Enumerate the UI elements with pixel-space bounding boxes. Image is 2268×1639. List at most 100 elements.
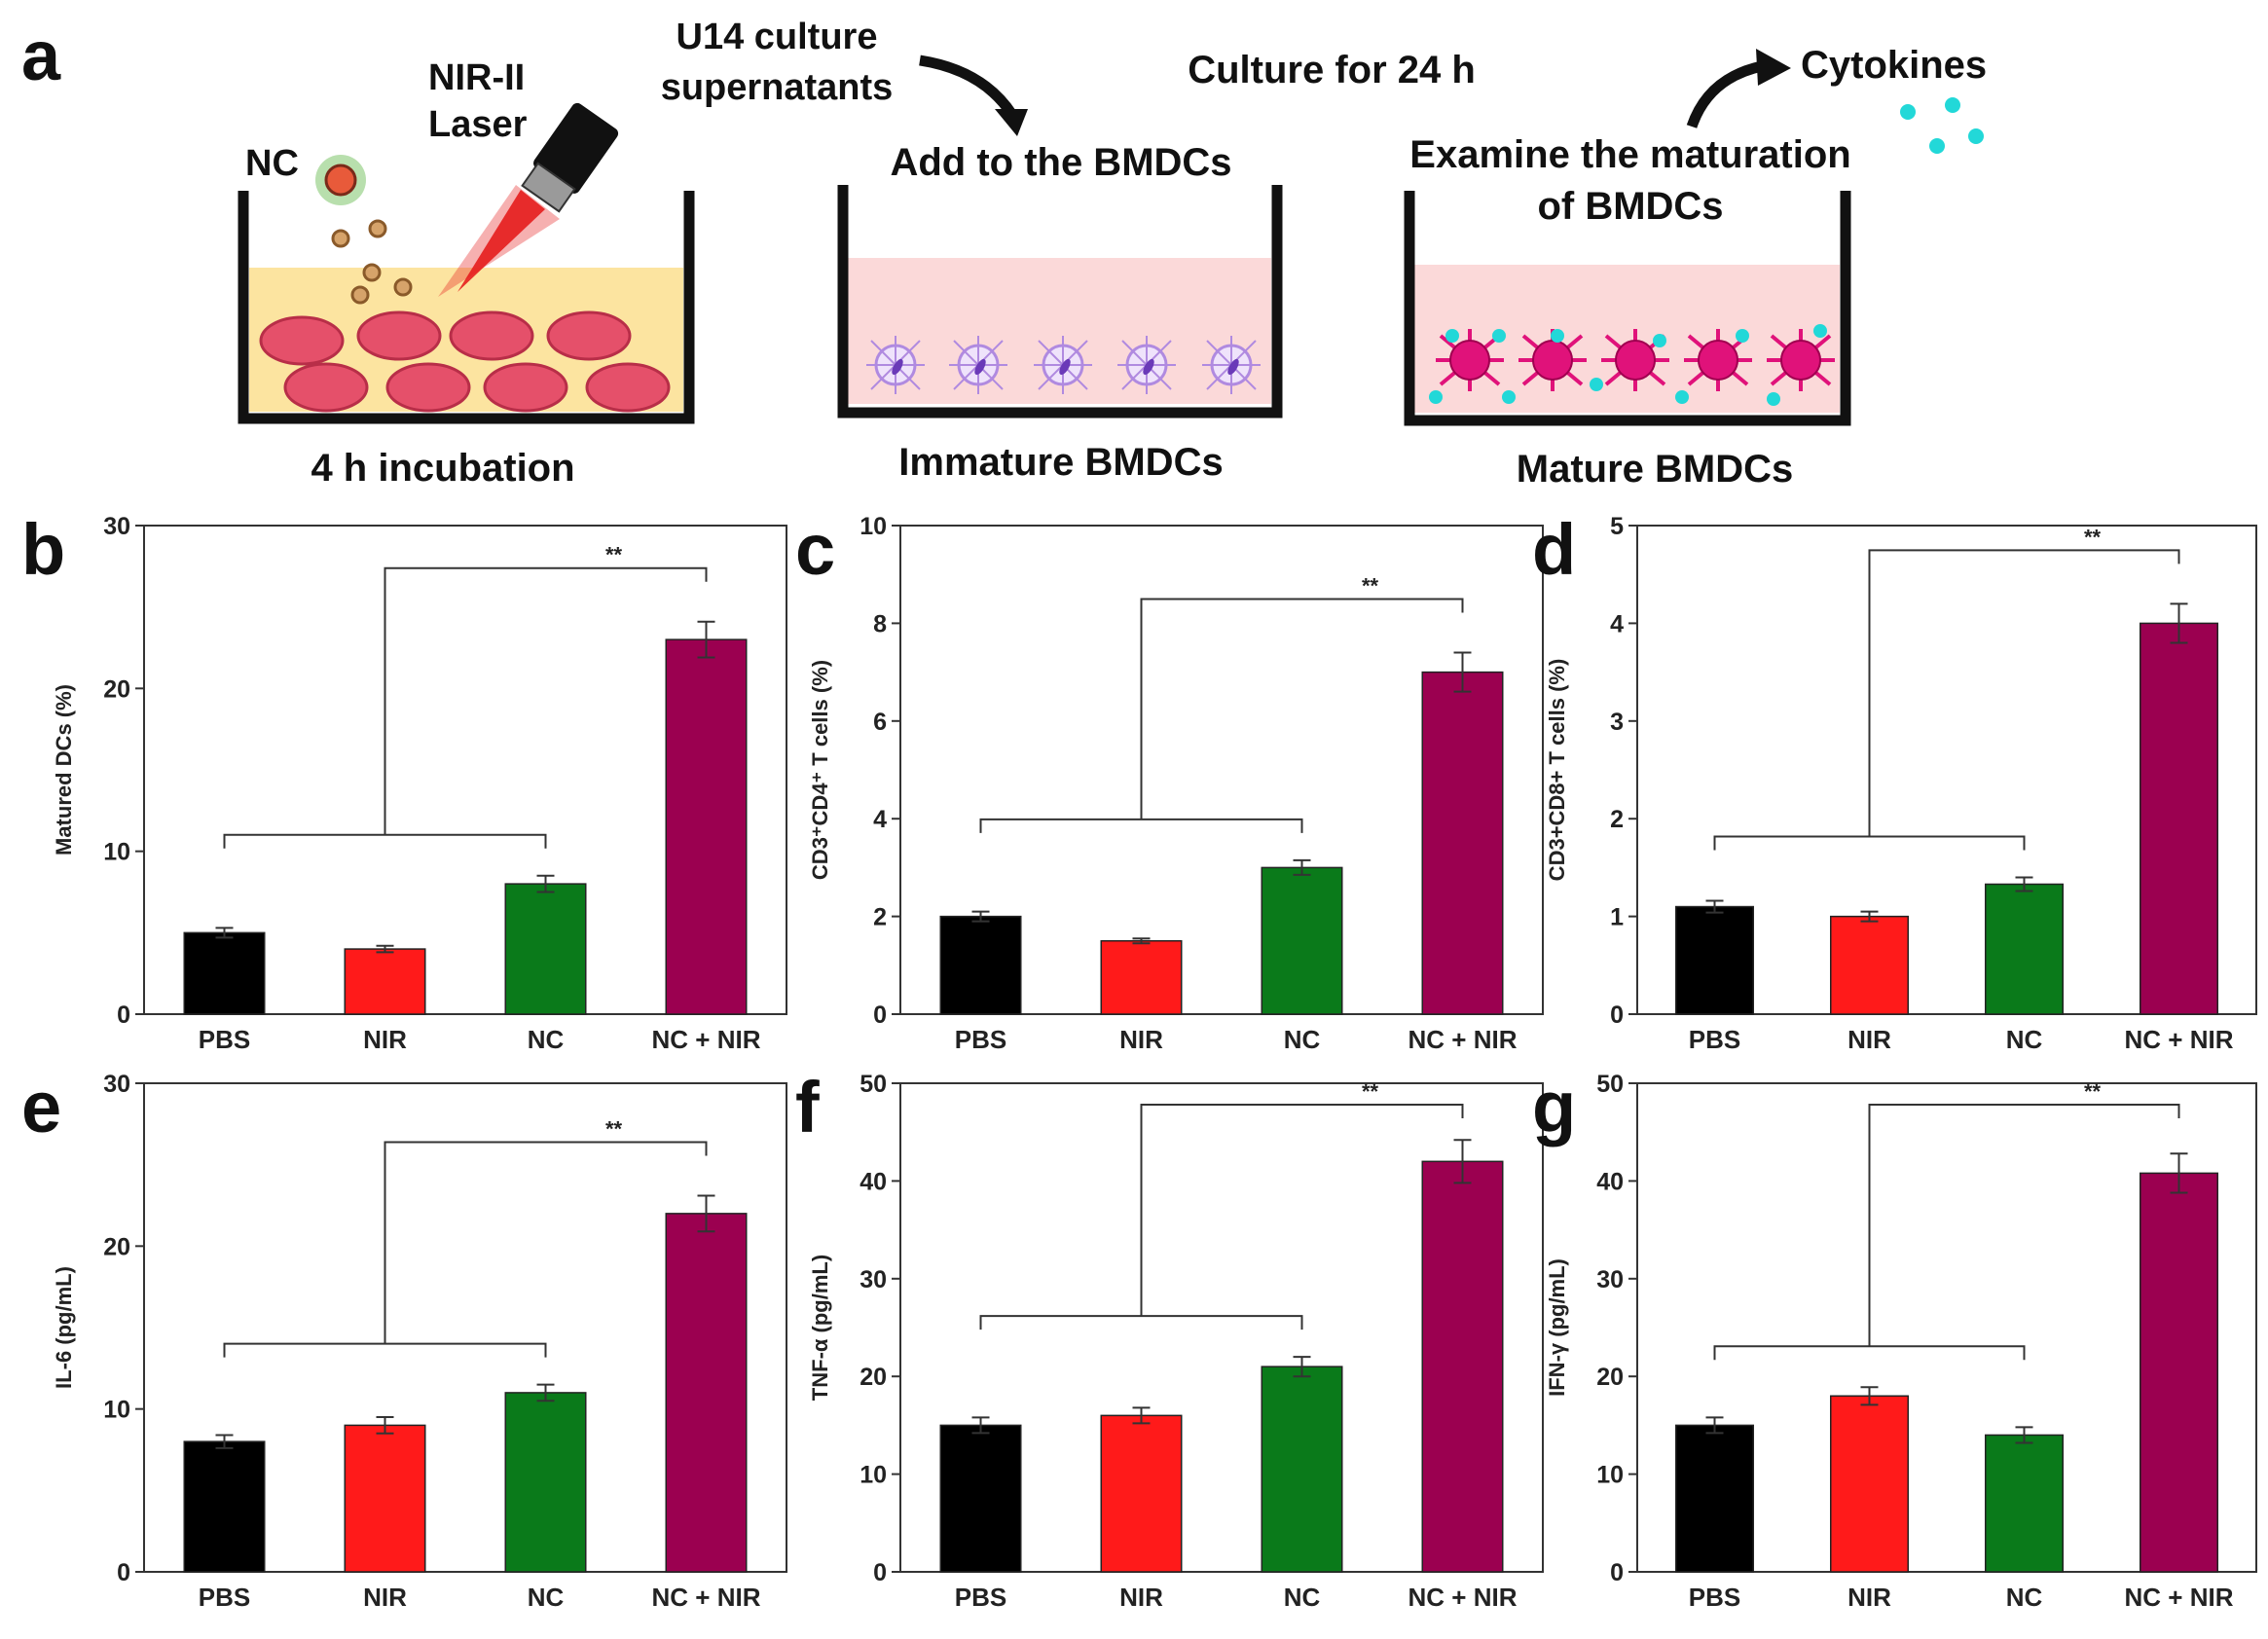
significance-bracket: [1140, 598, 1464, 820]
y-axis-label: CD3+CD8+ T cells (%): [1545, 659, 1569, 882]
panel-letter-a: a: [21, 18, 61, 95]
secreted-cytokines: [1429, 324, 1827, 406]
examine-label-line1: Examine the maturation: [1409, 133, 1850, 176]
curved-arrow-1: [919, 55, 1017, 119]
laser-device-icon: [521, 102, 619, 213]
supernatant-label-line1: U14 culture: [677, 17, 878, 57]
panel-letter-e: e: [21, 1067, 61, 1147]
y-tick-label: 0: [117, 1559, 130, 1586]
nanoparticles: [331, 219, 413, 305]
step1-caption: 4 h incubation: [311, 447, 574, 490]
significance-bracket: [1140, 1104, 1464, 1317]
x-tick-label: PBS: [955, 1025, 1006, 1054]
control-group-bracket: [979, 1315, 1303, 1330]
bar-pbs: [939, 1424, 1022, 1573]
x-tick-label: NC: [528, 1025, 565, 1054]
laser-label-line1: NIR-II: [428, 57, 525, 98]
x-tick-label: NIR: [363, 1583, 407, 1612]
x-tick-label: NC: [2006, 1583, 2043, 1612]
step3-caption: Mature BMDCs: [1517, 448, 1793, 491]
significance-bracket: [1868, 1104, 2180, 1347]
bar-nir: [1100, 939, 1183, 1015]
significance-bracket: [1868, 549, 2180, 837]
y-tick-label: 6: [873, 709, 887, 736]
x-tick-label: NC + NIR: [2125, 1025, 2234, 1054]
laser-beam: [457, 190, 545, 292]
significance-bracket: [384, 566, 708, 835]
y-tick-label: 50: [860, 1071, 887, 1098]
plot-frame: [1636, 1082, 2257, 1573]
incubation-well: [238, 102, 695, 424]
panel-letter-g: g: [1532, 1067, 1576, 1147]
y-tick-label: 30: [860, 1266, 887, 1293]
bar-nir: [344, 1424, 426, 1573]
y-tick-label: 10: [103, 1397, 130, 1424]
mature-dc-cells: [1449, 340, 1821, 381]
x-tick-label: NC + NIR: [1408, 1583, 1518, 1612]
significance-stars: **: [605, 543, 623, 567]
plot-frame: [143, 525, 787, 1015]
bar-pbs: [1675, 905, 1754, 1015]
x-tick-label: PBS: [199, 1025, 250, 1054]
y-tick-label: 10: [860, 513, 887, 540]
y-tick-label: 3: [1610, 709, 1624, 736]
y-tick-label: 30: [1596, 1266, 1624, 1293]
control-group-bracket: [1713, 835, 2026, 851]
y-tick-label: 20: [103, 675, 130, 703]
bar-nc: [504, 883, 587, 1015]
immature-dc-nuclei: [892, 358, 1239, 376]
bar-nc: [504, 1392, 587, 1573]
bar-nir: [1100, 1414, 1183, 1573]
bar-nir: [1830, 1395, 1909, 1573]
y-tick-label: 2: [1610, 806, 1624, 833]
significance-stars: **: [2084, 1079, 2102, 1104]
x-tick-label: NC + NIR: [652, 1025, 761, 1054]
x-tick-label: NIR: [1119, 1583, 1163, 1612]
bar-pbs: [1675, 1424, 1754, 1573]
x-tick-label: NC + NIR: [2125, 1583, 2234, 1612]
bar-pbs: [183, 931, 266, 1015]
y-tick-label: 30: [103, 1071, 130, 1098]
significance-stars: **: [2084, 525, 2102, 549]
bar-nc-nir: [1421, 671, 1504, 1015]
arrow-head-2: [1756, 49, 1791, 86]
y-tick-label: 0: [1610, 1559, 1624, 1586]
bar-nc: [1261, 866, 1343, 1015]
control-group-bracket: [223, 1342, 547, 1358]
chart-b-matured-dcs: b 0 10 20 30 Matured DCs (%) PBS NIR NC NC + NIR *…: [21, 509, 787, 1054]
well-outline-2: [837, 185, 1283, 419]
significance-bracket: [384, 1141, 708, 1344]
x-tick-label: NC + NIR: [652, 1583, 761, 1612]
step2-caption: Immature BMDCs: [898, 441, 1223, 484]
cytokines-label: Cytokines: [1801, 44, 1987, 87]
y-axis-label: CD3⁺CD4⁺ T cells (%): [808, 660, 832, 880]
arrow-head-1: [995, 109, 1028, 136]
y-tick-label: 0: [873, 1002, 887, 1029]
x-tick-label: PBS: [1689, 1583, 1740, 1612]
y-axis-label: TNF-α (pg/mL): [808, 1255, 832, 1401]
chart-g-ifn-gamma: g 0 10 20 30 40 50 IFN-γ (pg/mL) PBS NIR NC NC + NI…: [1532, 1067, 2257, 1612]
significance-stars: **: [605, 1116, 623, 1141]
panel-letter-d: d: [1532, 509, 1576, 590]
immature-well: [837, 185, 1283, 419]
y-axis-label: IL-6 (pg/mL): [52, 1266, 76, 1389]
panel-letter-b: b: [21, 509, 65, 590]
plot-frame: [899, 1082, 1544, 1573]
x-tick-label: NIR: [1847, 1583, 1891, 1612]
y-tick-label: 0: [1610, 1002, 1624, 1029]
panel-letter-c: c: [795, 509, 835, 590]
laser-glow: [438, 185, 560, 297]
y-tick-label: 10: [1596, 1462, 1624, 1489]
y-tick-label: 20: [103, 1233, 130, 1260]
control-group-bracket: [223, 833, 547, 849]
bar-nc: [1261, 1366, 1343, 1573]
y-tick-label: 10: [860, 1462, 887, 1489]
y-tick-label: 20: [860, 1364, 887, 1391]
laser-label-line2: Laser: [428, 104, 528, 145]
x-tick-label: PBS: [955, 1583, 1006, 1612]
culture-label: Culture for 24 h: [1188, 49, 1476, 91]
y-tick-label: 1: [1610, 904, 1624, 931]
tumor-cells: [259, 310, 671, 413]
x-tick-label: PBS: [199, 1583, 250, 1612]
